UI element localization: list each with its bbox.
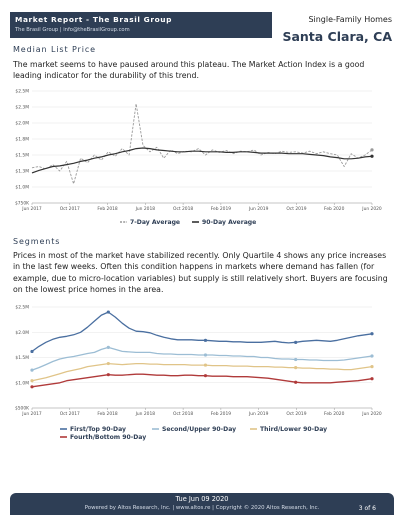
data-point (30, 385, 34, 389)
x-tick-label: Jun 2019 (248, 206, 269, 212)
property-type: Single-Family Homes (308, 15, 392, 24)
data-point (294, 366, 298, 370)
data-point (106, 345, 110, 349)
x-tick-label: Jun 2017 (21, 411, 42, 417)
y-tick-label: $1.3M (15, 169, 29, 175)
data-point (294, 380, 298, 384)
x-tick-label: Feb 2018 (97, 411, 118, 417)
legend-label: Third/Lower 90-Day (260, 426, 327, 433)
data-point (106, 373, 110, 377)
page-footer: Tue Jun 09 2020 Powered by Altos Researc… (10, 493, 394, 515)
data-point (106, 361, 110, 366)
data-point (294, 340, 298, 344)
data-point (30, 368, 34, 372)
x-tick-label: Jun 2019 (248, 411, 269, 417)
data-point (30, 379, 34, 383)
footer-date: Tue Jun 09 2020 (175, 495, 229, 503)
data-point (203, 353, 208, 357)
legend-label: First/Top 90-Day (70, 426, 126, 433)
y-tick-label: $500K (15, 406, 29, 412)
data-point (203, 338, 208, 342)
data-point (370, 364, 374, 369)
x-tick-label: Oct 2017 (60, 206, 80, 212)
x-tick-label: Jun 2018 (135, 411, 156, 417)
y-tick-label: $1.8M (15, 137, 29, 143)
segments-paragraph: Prices in most of the market have stabil… (13, 251, 388, 294)
y-tick-label: $1.5M (15, 355, 29, 361)
report-subtitle: The Brasil Group | info@theBrasilGroup.c… (15, 27, 130, 33)
median-paragraph: The market seems to have paused around t… (13, 60, 365, 81)
data-point (370, 332, 374, 336)
y-tick-label: $2.5M (15, 305, 29, 311)
x-tick-label: Feb 2018 (97, 206, 118, 212)
x-tick-label: Jun 2018 (135, 206, 156, 212)
data-point (370, 154, 374, 158)
y-tick-label: $2.5M (15, 89, 29, 95)
x-tick-label: Oct 2019 (286, 206, 306, 212)
series-line-1 (31, 103, 373, 185)
data-point (30, 349, 34, 354)
x-tick-label: Oct 2017 (60, 411, 80, 417)
legend-label: 7-Day Average (130, 219, 180, 226)
median-list-price-chart: $750K $1.0M $1.3M $1.5M $1.8M $2.0M $2.3M $2.5M… (15, 89, 382, 226)
legend-label: Fourth/Bottom 90-Day (70, 434, 146, 441)
legend-label: 90-Day Average (202, 219, 256, 226)
x-tick-label: Feb 2020 (324, 411, 345, 417)
data-point (203, 374, 208, 378)
report-title: Market Report - The Brasil Group (15, 15, 173, 24)
x-tick-label: Jun 2017 (21, 206, 42, 212)
city-title: Santa Clara, CA (282, 29, 392, 44)
footer-copyright: Powered by Altos Research, Inc. | www.al… (84, 505, 320, 511)
x-tick-label: Feb 2020 (324, 206, 345, 212)
data-point (203, 363, 208, 367)
y-tick-label: $2.0M (15, 121, 29, 127)
series-line-3 (31, 362, 373, 382)
y-tick-label: $2.0M (15, 330, 29, 336)
x-tick-label: Feb 2019 (211, 411, 232, 417)
data-point (370, 354, 374, 358)
x-tick-label: Jun 2020 (361, 206, 382, 212)
series-line-4 (31, 373, 373, 388)
median-section-title: Median List Price (13, 45, 96, 54)
legend-label: Second/Upper 90-Day (162, 426, 236, 433)
y-tick-label: $750K (15, 201, 29, 207)
x-tick-label: Jun 2020 (361, 411, 382, 417)
segments-section-title: Segments (13, 237, 61, 246)
series-line-1 (31, 311, 373, 352)
x-tick-label: Oct 2018 (173, 411, 193, 417)
data-point (106, 310, 110, 314)
report-header-band: Market Report - The Brasil Group The Bra… (10, 12, 272, 38)
data-point (370, 148, 374, 152)
y-tick-label: $1.5M (15, 153, 29, 159)
series-line-2 (31, 346, 373, 371)
segments-chart: $500K $1.0M $1.5M $2.0M $2.5M Jun 2017 Oct 201… (15, 305, 382, 441)
y-tick-label: $1.0M (15, 380, 29, 386)
x-tick-label: Feb 2019 (211, 206, 232, 212)
data-point (294, 357, 298, 362)
page-number: 3 of 6 (358, 505, 376, 512)
series-line-2 (31, 147, 373, 174)
x-tick-label: Oct 2019 (286, 411, 306, 417)
y-tick-label: $1.0M (15, 185, 29, 191)
y-tick-label: $2.3M (15, 105, 29, 111)
data-point (370, 377, 374, 381)
x-tick-label: Oct 2018 (173, 206, 193, 212)
